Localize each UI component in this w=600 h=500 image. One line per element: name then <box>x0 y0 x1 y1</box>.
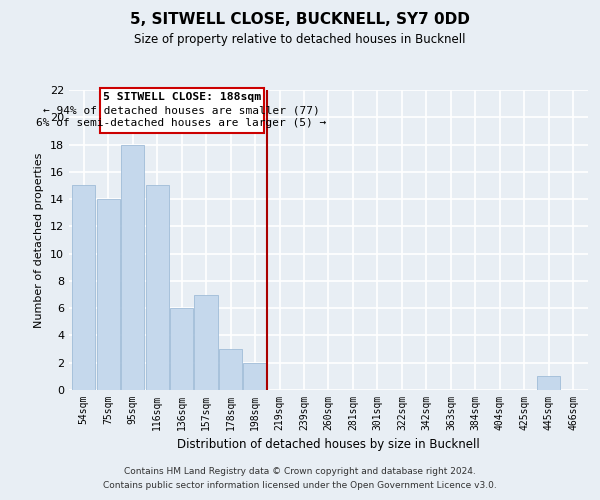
Text: 6% of semi-detached houses are larger (5) →: 6% of semi-detached houses are larger (5… <box>37 118 327 128</box>
Bar <box>194 294 218 390</box>
Bar <box>121 144 144 390</box>
Text: ← 94% of detached houses are smaller (77): ← 94% of detached houses are smaller (77… <box>43 106 320 116</box>
Text: 5, SITWELL CLOSE, BUCKNELL, SY7 0DD: 5, SITWELL CLOSE, BUCKNELL, SY7 0DD <box>130 12 470 28</box>
Bar <box>170 308 193 390</box>
Text: Size of property relative to detached houses in Bucknell: Size of property relative to detached ho… <box>134 32 466 46</box>
Bar <box>72 186 95 390</box>
Bar <box>244 362 266 390</box>
Y-axis label: Number of detached properties: Number of detached properties <box>34 152 44 328</box>
Bar <box>100 88 263 133</box>
X-axis label: Distribution of detached houses by size in Bucknell: Distribution of detached houses by size … <box>177 438 480 452</box>
Text: Contains HM Land Registry data © Crown copyright and database right 2024.: Contains HM Land Registry data © Crown c… <box>124 467 476 476</box>
Bar <box>219 349 242 390</box>
Bar <box>146 186 169 390</box>
Text: 5 SITWELL CLOSE: 188sqm: 5 SITWELL CLOSE: 188sqm <box>103 92 260 102</box>
Bar <box>537 376 560 390</box>
Bar <box>97 199 120 390</box>
Text: Contains public sector information licensed under the Open Government Licence v3: Contains public sector information licen… <box>103 481 497 490</box>
